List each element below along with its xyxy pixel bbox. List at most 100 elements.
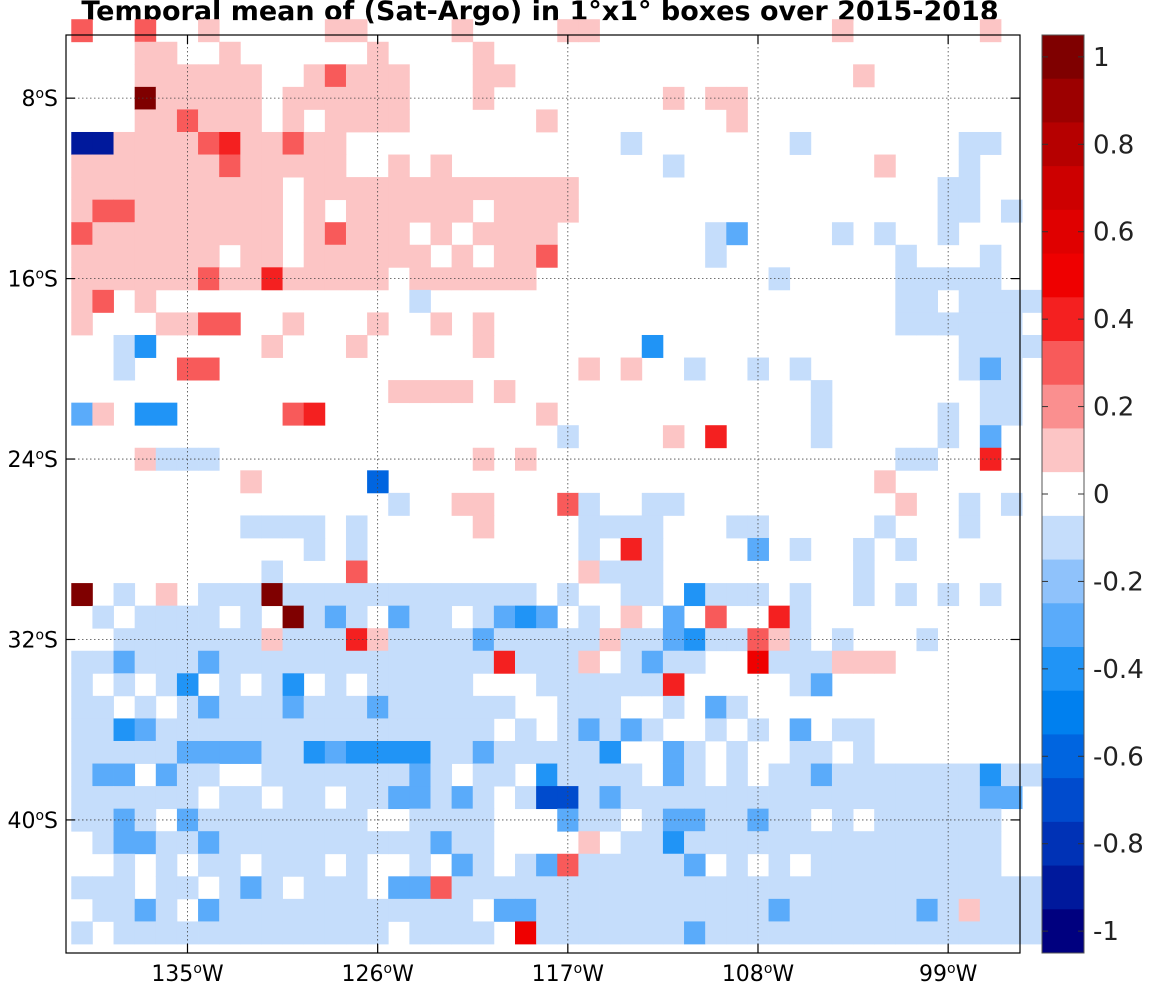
heatmap-cell bbox=[578, 19, 600, 43]
heatmap-cell bbox=[345, 650, 368, 674]
heatmap-cell bbox=[937, 898, 960, 922]
heatmap-cell bbox=[155, 177, 178, 201]
heatmap-cell bbox=[219, 853, 241, 877]
heatmap-cell bbox=[198, 718, 220, 742]
heatmap-cell bbox=[641, 334, 664, 358]
heatmap-cell bbox=[345, 786, 368, 810]
heatmap-cell bbox=[493, 650, 516, 674]
heatmap-cell bbox=[409, 808, 431, 832]
heatmap-cell bbox=[176, 154, 199, 178]
heatmap-cell bbox=[198, 740, 220, 764]
heatmap-cell bbox=[515, 786, 537, 810]
heatmap-cell bbox=[430, 650, 453, 674]
heatmap-cell bbox=[430, 583, 453, 607]
colorbar-segment bbox=[1042, 559, 1084, 604]
heatmap-cell bbox=[747, 786, 769, 810]
heatmap-cell bbox=[958, 921, 981, 945]
heatmap-cell bbox=[958, 876, 981, 900]
heatmap-cell bbox=[451, 695, 474, 719]
heatmap-cell bbox=[134, 289, 157, 313]
heatmap-cell bbox=[324, 898, 347, 922]
heatmap-cell bbox=[979, 357, 1002, 381]
heatmap-cell bbox=[219, 876, 241, 900]
heatmap-cell bbox=[198, 357, 220, 381]
y-tick-label: 16oS bbox=[7, 267, 58, 293]
heatmap-cell bbox=[620, 853, 643, 877]
heatmap-cell bbox=[958, 357, 981, 381]
heatmap-cell bbox=[979, 244, 1002, 268]
heatmap-cell bbox=[324, 64, 347, 88]
heatmap-cell bbox=[134, 267, 157, 291]
heatmap-cell bbox=[219, 650, 241, 674]
heatmap-cell bbox=[853, 876, 875, 900]
x-tick-label: 135oW bbox=[151, 961, 224, 984]
heatmap-cell bbox=[810, 921, 833, 945]
heatmap-cell bbox=[409, 673, 431, 697]
heatmap-cell bbox=[71, 244, 93, 268]
heatmap-cell bbox=[958, 492, 981, 516]
heatmap-cell bbox=[451, 492, 474, 516]
heatmap-cell bbox=[176, 831, 199, 855]
heatmap-cell bbox=[493, 199, 516, 223]
heatmap-cell bbox=[92, 605, 114, 629]
heatmap-cell bbox=[155, 786, 178, 810]
heatmap-cell bbox=[1000, 786, 1023, 810]
heatmap-cell bbox=[388, 695, 410, 719]
heatmap-cell bbox=[493, 583, 516, 607]
heatmap-cell bbox=[113, 244, 136, 268]
heatmap-cell bbox=[726, 786, 748, 810]
heatmap-cell bbox=[641, 831, 664, 855]
heatmap-cell bbox=[198, 447, 220, 471]
heatmap-cell bbox=[324, 831, 347, 855]
heatmap-cell bbox=[345, 267, 368, 291]
heatmap-cell bbox=[536, 786, 558, 810]
heatmap-cell bbox=[430, 199, 453, 223]
heatmap-cell bbox=[472, 921, 495, 945]
heatmap-cell bbox=[92, 244, 114, 268]
heatmap-cell bbox=[853, 921, 875, 945]
heatmap-cell bbox=[578, 740, 600, 764]
heatmap-cell bbox=[726, 898, 748, 922]
heatmap-cell bbox=[451, 853, 474, 877]
heatmap-cell bbox=[958, 786, 981, 810]
heatmap-cell bbox=[831, 786, 854, 810]
heatmap-cell bbox=[1000, 898, 1023, 922]
colorbar-segment bbox=[1042, 384, 1084, 429]
heatmap-cell bbox=[240, 131, 262, 155]
heatmap-cell bbox=[620, 921, 643, 945]
heatmap-cell bbox=[620, 763, 643, 787]
heatmap-cell bbox=[71, 921, 93, 945]
heatmap-cell bbox=[895, 831, 917, 855]
heatmap-cell bbox=[620, 831, 643, 855]
heatmap-cell bbox=[261, 718, 283, 742]
heatmap-cell bbox=[282, 605, 305, 629]
heatmap-cell bbox=[155, 154, 178, 178]
heatmap-cell bbox=[726, 921, 748, 945]
heatmap-cell bbox=[367, 267, 389, 291]
heatmap-cell bbox=[599, 898, 622, 922]
heatmap-cell bbox=[620, 357, 643, 381]
heatmap-cell bbox=[303, 763, 326, 787]
heatmap-cell bbox=[92, 177, 114, 201]
heatmap-cell bbox=[240, 876, 262, 900]
heatmap-cell bbox=[684, 650, 706, 674]
heatmap-cell bbox=[451, 740, 474, 764]
colorbar-segment bbox=[1042, 472, 1084, 517]
heatmap-cell bbox=[853, 763, 875, 787]
heatmap-cell bbox=[261, 876, 283, 900]
heatmap-cell bbox=[705, 808, 727, 832]
heatmap-cell bbox=[240, 921, 262, 945]
heatmap-cell bbox=[430, 740, 453, 764]
heatmap-cell bbox=[303, 199, 326, 223]
heatmap-cell bbox=[345, 515, 368, 539]
heatmap-cell bbox=[134, 808, 157, 832]
heatmap-cell bbox=[388, 244, 410, 268]
heatmap-cell bbox=[684, 853, 706, 877]
heatmap-cell bbox=[789, 650, 812, 674]
colorbar-segment bbox=[1042, 647, 1084, 692]
heatmap-cell bbox=[662, 808, 685, 832]
heatmap-cell bbox=[684, 786, 706, 810]
heatmap-cell bbox=[198, 695, 220, 719]
heatmap-cell bbox=[747, 583, 769, 607]
heatmap-cell bbox=[536, 853, 558, 877]
